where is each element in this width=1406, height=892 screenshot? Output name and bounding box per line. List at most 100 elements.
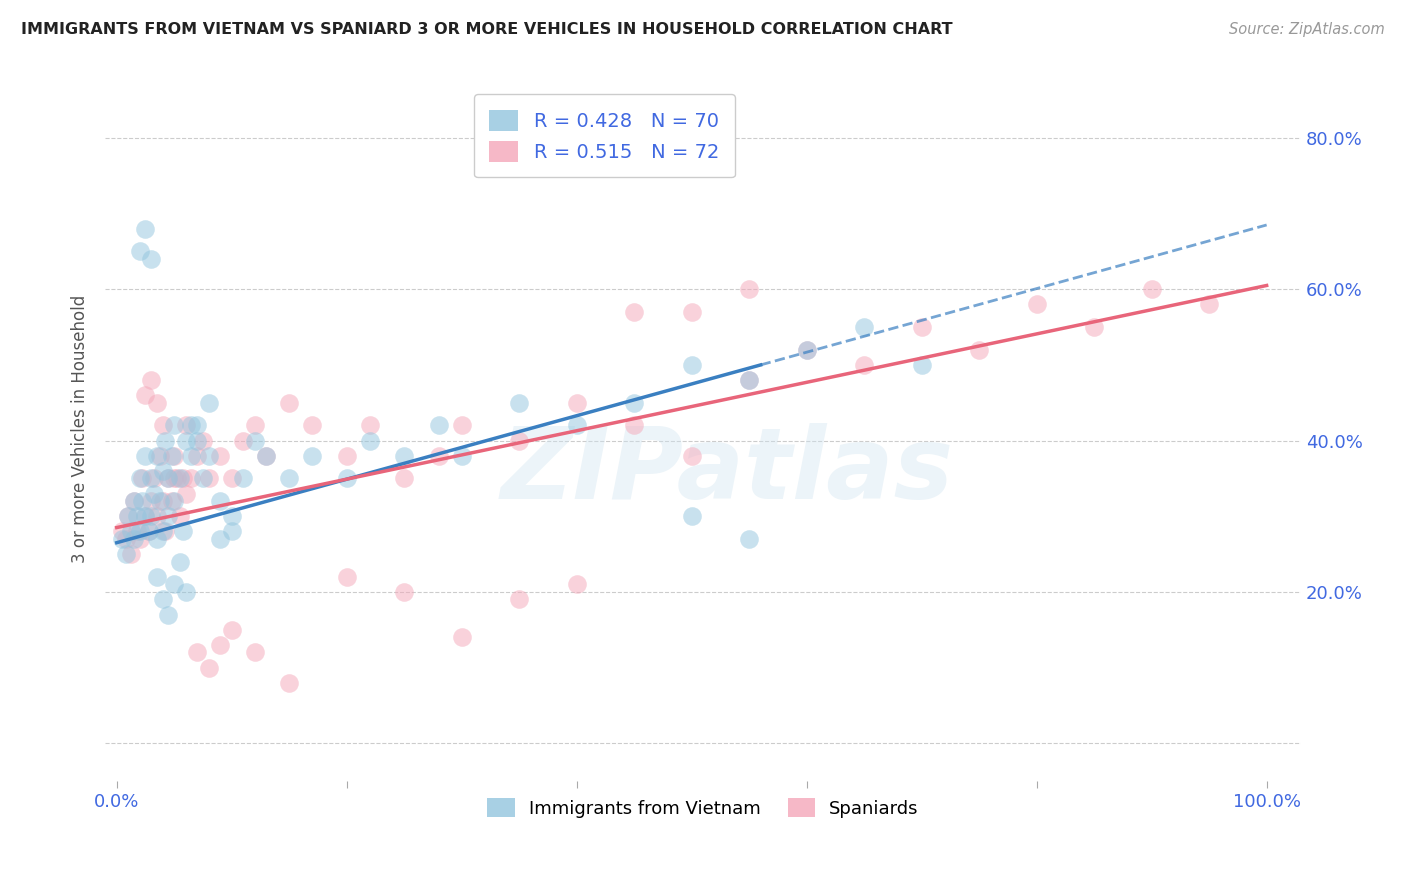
- Point: [508, 434, 530, 448]
- Point: [117, 509, 139, 524]
- Point: [186, 449, 208, 463]
- Point: [134, 449, 156, 463]
- Point: [172, 471, 194, 485]
- Point: [149, 494, 172, 508]
- Point: [138, 524, 160, 539]
- Point: [134, 509, 156, 524]
- Point: [141, 471, 163, 485]
- Point: [152, 592, 174, 607]
- Point: [392, 471, 415, 485]
- Point: [142, 471, 165, 485]
- Point: [565, 577, 588, 591]
- Y-axis label: 3 or more Vehicles in Household: 3 or more Vehicles in Household: [72, 295, 89, 564]
- Point: [681, 358, 703, 372]
- Point: [392, 585, 415, 599]
- Point: [796, 343, 818, 357]
- Point: [186, 434, 208, 448]
- Point: [166, 471, 188, 485]
- Point: [738, 282, 761, 296]
- Point: [221, 509, 243, 524]
- Point: [146, 449, 169, 463]
- Point: [128, 244, 150, 259]
- Point: [152, 524, 174, 539]
- Point: [163, 494, 186, 508]
- Point: [128, 471, 150, 485]
- Point: [152, 418, 174, 433]
- Point: [738, 373, 761, 387]
- Point: [134, 509, 156, 524]
- Point: [209, 638, 232, 652]
- Point: [163, 577, 186, 591]
- Point: [127, 524, 149, 539]
- Point: [186, 645, 208, 659]
- Text: Source: ZipAtlas.com: Source: ZipAtlas.com: [1229, 22, 1385, 37]
- Point: [1140, 282, 1163, 296]
- Point: [127, 509, 149, 524]
- Point: [174, 434, 197, 448]
- Text: IMMIGRANTS FROM VIETNAM VS SPANIARD 3 OR MORE VEHICLES IN HOUSEHOLD CORRELATION : IMMIGRANTS FROM VIETNAM VS SPANIARD 3 OR…: [21, 22, 953, 37]
- Point: [254, 449, 277, 463]
- Point: [232, 471, 254, 485]
- Point: [122, 532, 145, 546]
- Point: [128, 524, 150, 539]
- Point: [111, 524, 134, 539]
- Point: [911, 358, 934, 372]
- Point: [359, 418, 381, 433]
- Point: [122, 494, 145, 508]
- Point: [278, 471, 301, 485]
- Point: [232, 434, 254, 448]
- Point: [146, 396, 169, 410]
- Point: [336, 471, 359, 485]
- Point: [209, 449, 232, 463]
- Point: [336, 449, 359, 463]
- Point: [180, 471, 202, 485]
- Point: [221, 471, 243, 485]
- Point: [163, 418, 186, 433]
- Point: [681, 449, 703, 463]
- Point: [623, 418, 645, 433]
- Point: [1083, 320, 1105, 334]
- Point: [157, 509, 180, 524]
- Point: [152, 464, 174, 478]
- Point: [450, 418, 472, 433]
- Point: [134, 388, 156, 402]
- Point: [197, 471, 219, 485]
- Point: [141, 252, 163, 266]
- Point: [221, 623, 243, 637]
- Legend: Immigrants from Vietnam, Spaniards: Immigrants from Vietnam, Spaniards: [481, 790, 927, 825]
- Point: [392, 449, 415, 463]
- Point: [623, 305, 645, 319]
- Point: [157, 607, 180, 622]
- Point: [427, 449, 450, 463]
- Text: ZIPatlas: ZIPatlas: [501, 423, 953, 520]
- Point: [508, 592, 530, 607]
- Point: [336, 570, 359, 584]
- Point: [681, 509, 703, 524]
- Point: [186, 418, 208, 433]
- Point: [911, 320, 934, 334]
- Point: [254, 449, 277, 463]
- Point: [141, 373, 163, 387]
- Point: [243, 418, 266, 433]
- Point: [197, 449, 219, 463]
- Point: [565, 396, 588, 410]
- Point: [157, 471, 180, 485]
- Point: [1025, 297, 1047, 311]
- Point: [131, 471, 153, 485]
- Point: [120, 547, 142, 561]
- Point: [149, 449, 172, 463]
- Point: [738, 373, 761, 387]
- Point: [450, 449, 472, 463]
- Point: [115, 532, 138, 546]
- Point: [853, 320, 876, 334]
- Point: [115, 547, 138, 561]
- Point: [169, 509, 191, 524]
- Point: [450, 630, 472, 644]
- Point: [169, 471, 191, 485]
- Point: [243, 434, 266, 448]
- Point: [565, 418, 588, 433]
- Point: [120, 524, 142, 539]
- Point: [146, 532, 169, 546]
- Point: [152, 494, 174, 508]
- Point: [117, 509, 139, 524]
